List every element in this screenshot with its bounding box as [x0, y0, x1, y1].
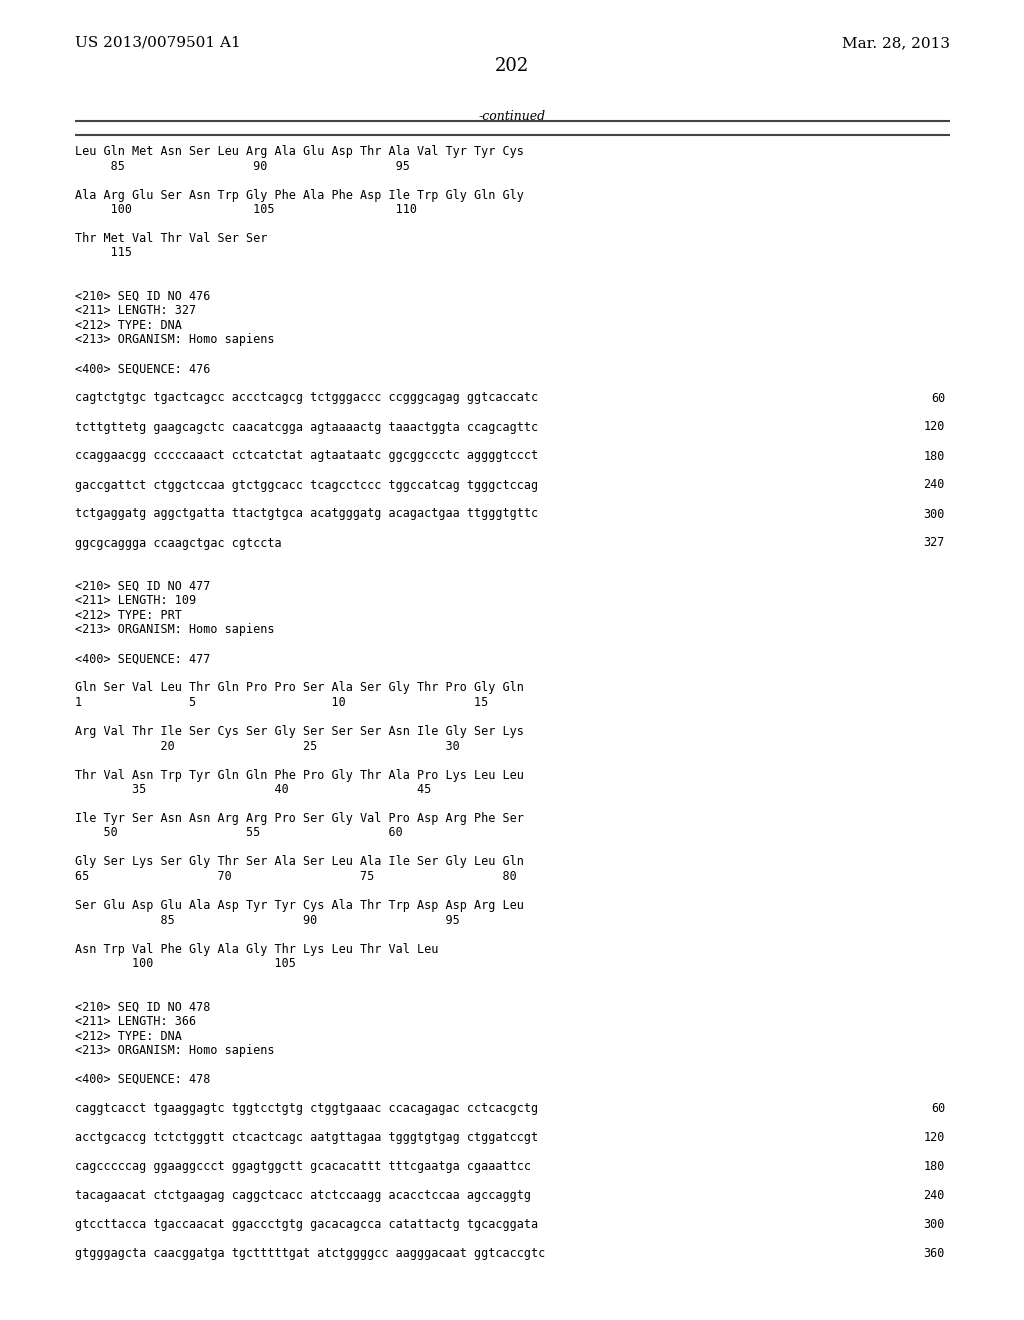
- Text: acctgcaccg tctctgggtt ctcactcagc aatgttagaa tgggtgtgag ctggatccgt: acctgcaccg tctctgggtt ctcactcagc aatgtta…: [75, 1131, 539, 1144]
- Text: <213> ORGANISM: Homo sapiens: <213> ORGANISM: Homo sapiens: [75, 1044, 274, 1057]
- Text: gaccgattct ctggctccaa gtctggcacc tcagcctccc tggccatcag tgggctccag: gaccgattct ctggctccaa gtctggcacc tcagcct…: [75, 479, 539, 491]
- Text: 120: 120: [924, 421, 945, 433]
- Text: 65                  70                  75                  80: 65 70 75 80: [75, 870, 517, 883]
- Text: 300: 300: [924, 507, 945, 520]
- Text: tctgaggatg aggctgatta ttactgtgca acatgggatg acagactgaa ttgggtgttc: tctgaggatg aggctgatta ttactgtgca acatggg…: [75, 507, 539, 520]
- Text: 180: 180: [924, 450, 945, 462]
- Text: <210> SEQ ID NO 478: <210> SEQ ID NO 478: [75, 1001, 210, 1014]
- Text: US 2013/0079501 A1: US 2013/0079501 A1: [75, 36, 241, 50]
- Text: 115: 115: [75, 247, 132, 260]
- Text: <210> SEQ ID NO 476: <210> SEQ ID NO 476: [75, 290, 210, 304]
- Text: Thr Met Val Thr Val Ser Ser: Thr Met Val Thr Val Ser Ser: [75, 232, 267, 246]
- Text: cagtctgtgc tgactcagcc accctcagcg tctgggaccc ccgggcagag ggtcaccatc: cagtctgtgc tgactcagcc accctcagcg tctggga…: [75, 392, 539, 404]
- Text: <213> ORGANISM: Homo sapiens: <213> ORGANISM: Homo sapiens: [75, 623, 274, 636]
- Text: 120: 120: [924, 1131, 945, 1144]
- Text: <212> TYPE: DNA: <212> TYPE: DNA: [75, 319, 182, 333]
- Text: tacagaacat ctctgaagag caggctcacc atctccaagg acacctccaa agccaggtg: tacagaacat ctctgaagag caggctcacc atctcca…: [75, 1189, 531, 1203]
- Text: 240: 240: [924, 479, 945, 491]
- Text: <213> ORGANISM: Homo sapiens: <213> ORGANISM: Homo sapiens: [75, 334, 274, 346]
- Text: caggtcacct tgaaggagtc tggtcctgtg ctggtgaaac ccacagagac cctcacgctg: caggtcacct tgaaggagtc tggtcctgtg ctggtga…: [75, 1102, 539, 1115]
- Text: tcttgttetg gaagcagctc caacatcgga agtaaaactg taaactggta ccagcagttc: tcttgttetg gaagcagctc caacatcgga agtaaaa…: [75, 421, 539, 433]
- Text: <400> SEQUENCE: 478: <400> SEQUENCE: 478: [75, 1073, 210, 1086]
- Text: <400> SEQUENCE: 476: <400> SEQUENCE: 476: [75, 363, 210, 375]
- Text: 300: 300: [924, 1218, 945, 1232]
- Text: Thr Val Asn Trp Tyr Gln Gln Phe Pro Gly Thr Ala Pro Lys Leu Leu: Thr Val Asn Trp Tyr Gln Gln Phe Pro Gly …: [75, 768, 524, 781]
- Text: <212> TYPE: DNA: <212> TYPE: DNA: [75, 1030, 182, 1043]
- Text: -continued: -continued: [478, 110, 546, 123]
- Text: Gln Ser Val Leu Thr Gln Pro Pro Ser Ala Ser Gly Thr Pro Gly Gln: Gln Ser Val Leu Thr Gln Pro Pro Ser Ala …: [75, 681, 524, 694]
- Text: <210> SEQ ID NO 477: <210> SEQ ID NO 477: [75, 579, 210, 593]
- Text: ccaggaacgg cccccaaact cctcatctat agtaataatc ggcggccctc aggggtccct: ccaggaacgg cccccaaact cctcatctat agtaata…: [75, 450, 539, 462]
- Text: 240: 240: [924, 1189, 945, 1203]
- Text: Leu Gln Met Asn Ser Leu Arg Ala Glu Asp Thr Ala Val Tyr Tyr Cys: Leu Gln Met Asn Ser Leu Arg Ala Glu Asp …: [75, 145, 524, 158]
- Text: <400> SEQUENCE: 477: <400> SEQUENCE: 477: [75, 652, 210, 665]
- Text: 100                 105: 100 105: [75, 957, 296, 970]
- Text: Arg Val Thr Ile Ser Cys Ser Gly Ser Ser Ser Asn Ile Gly Ser Lys: Arg Val Thr Ile Ser Cys Ser Gly Ser Ser …: [75, 725, 524, 738]
- Text: <211> LENGTH: 109: <211> LENGTH: 109: [75, 594, 197, 607]
- Text: 202: 202: [495, 57, 529, 75]
- Text: 35                  40                  45: 35 40 45: [75, 783, 431, 796]
- Text: 50                  55                  60: 50 55 60: [75, 826, 402, 840]
- Text: 60: 60: [931, 1102, 945, 1115]
- Text: 180: 180: [924, 1160, 945, 1173]
- Text: <212> TYPE: PRT: <212> TYPE: PRT: [75, 609, 182, 622]
- Text: <211> LENGTH: 327: <211> LENGTH: 327: [75, 305, 197, 318]
- Text: Ser Glu Asp Glu Ala Asp Tyr Tyr Cys Ala Thr Trp Asp Asp Arg Leu: Ser Glu Asp Glu Ala Asp Tyr Tyr Cys Ala …: [75, 899, 524, 912]
- Text: ggcgcaggga ccaagctgac cgtccta: ggcgcaggga ccaagctgac cgtccta: [75, 536, 282, 549]
- Text: 360: 360: [924, 1247, 945, 1261]
- Text: 1               5                   10                  15: 1 5 10 15: [75, 696, 488, 709]
- Text: Asn Trp Val Phe Gly Ala Gly Thr Lys Leu Thr Val Leu: Asn Trp Val Phe Gly Ala Gly Thr Lys Leu …: [75, 942, 438, 956]
- Text: Gly Ser Lys Ser Gly Thr Ser Ala Ser Leu Ala Ile Ser Gly Leu Gln: Gly Ser Lys Ser Gly Thr Ser Ala Ser Leu …: [75, 855, 524, 869]
- Text: Mar. 28, 2013: Mar. 28, 2013: [842, 36, 950, 50]
- Text: 20                  25                  30: 20 25 30: [75, 739, 460, 752]
- Text: 85                  90                  95: 85 90 95: [75, 913, 460, 927]
- Text: gtccttacca tgaccaacat ggaccctgtg gacacagcca catattactg tgcacggata: gtccttacca tgaccaacat ggaccctgtg gacacag…: [75, 1218, 539, 1232]
- Text: 100                 105                 110: 100 105 110: [75, 203, 417, 216]
- Text: cagcccccag ggaaggccct ggagtggctt gcacacattt tttcgaatga cgaaattcc: cagcccccag ggaaggccct ggagtggctt gcacaca…: [75, 1160, 531, 1173]
- Text: 327: 327: [924, 536, 945, 549]
- Text: Ala Arg Glu Ser Asn Trp Gly Phe Ala Phe Asp Ile Trp Gly Gln Gly: Ala Arg Glu Ser Asn Trp Gly Phe Ala Phe …: [75, 189, 524, 202]
- Text: 85                  90                  95: 85 90 95: [75, 160, 410, 173]
- Text: Ile Tyr Ser Asn Asn Arg Arg Pro Ser Gly Val Pro Asp Arg Phe Ser: Ile Tyr Ser Asn Asn Arg Arg Pro Ser Gly …: [75, 812, 524, 825]
- Text: gtgggagcta caacggatga tgctttttgat atctggggcc aagggacaat ggtcaccgtc: gtgggagcta caacggatga tgctttttgat atctgg…: [75, 1247, 545, 1261]
- Text: 60: 60: [931, 392, 945, 404]
- Text: <211> LENGTH: 366: <211> LENGTH: 366: [75, 1015, 197, 1028]
